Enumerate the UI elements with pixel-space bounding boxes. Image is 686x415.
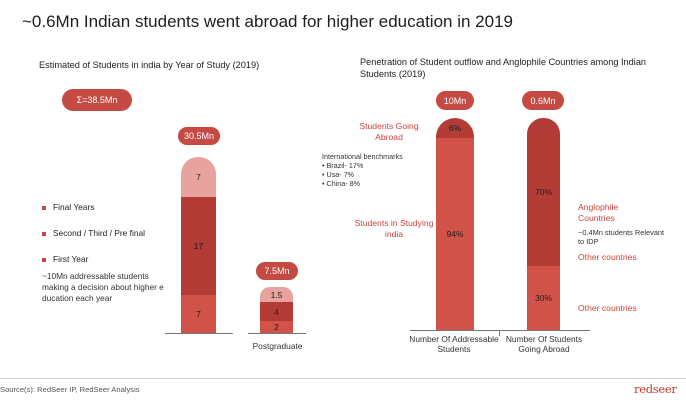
bar-segment-studying-india: 94% — [436, 138, 474, 330]
segment-value-label: 7 — [196, 172, 201, 182]
legend-second-third-prefinal: Second / Third / Pre final — [53, 228, 146, 238]
benchmark-item: • Brazil- 17% — [322, 161, 364, 170]
segment-value-label: 30% — [534, 293, 552, 303]
stacked-bar-postgraduate: 1.5 4 2 — [260, 287, 293, 333]
bar-segment-other-countries: 30% — [527, 266, 560, 330]
bar-segment-first-year: 7 — [181, 295, 216, 333]
segment-value-label: 7 — [196, 309, 201, 319]
x-tick-label: Postgraduate — [252, 341, 303, 351]
benchmark-item-text: Usa- 7% — [326, 170, 355, 179]
bar-total-pill: 7.5Mn — [256, 262, 298, 280]
bar-segment-first-year: 2 — [260, 321, 293, 333]
segment-value-label: 4 — [274, 306, 279, 317]
students-studying-india-label: Students in Studying india — [354, 218, 434, 239]
left-chart-subtitle: Estimated of Students in india by Year o… — [39, 60, 260, 70]
addressable-note: ~10Mn addressable students making a deci… — [42, 271, 164, 303]
benchmarks-title: International benchmarks — [322, 152, 403, 161]
benchmark-item: • China- 8% — [322, 179, 361, 188]
redseer-logo: redseer — [634, 382, 677, 396]
segment-value-label: 94% — [446, 229, 464, 239]
legend-first-year-marker — [42, 258, 46, 262]
x-axis-tick — [499, 330, 500, 336]
legend-final-years: Final Years — [53, 202, 95, 212]
right-chart-subtitle: Penetration of Student outflow and Anglo… — [360, 57, 647, 79]
legend-second-year-marker — [42, 232, 46, 236]
other-countries-label: Other countries — [578, 252, 637, 262]
x-axis-line — [410, 330, 590, 331]
segment-value-label: 1.5 — [270, 289, 283, 300]
stacked-bar-undergrad: 7 17 7 — [181, 157, 216, 333]
x-tick-label: Number Of Addressable Students — [409, 334, 499, 354]
benchmark-item-text: China- 8% — [326, 179, 361, 188]
benchmark-item: • Usa- 7% — [322, 170, 355, 179]
segment-value-label: 2 — [274, 322, 279, 332]
segment-value-label: 70% — [534, 187, 552, 197]
source-note: Source(s): RedSeer IP, RedSeer Analysis — [0, 385, 140, 394]
page-title: ~0.6Mn Indian students went abroad for h… — [22, 12, 513, 31]
bar-segment-second-year: 17 — [181, 197, 216, 295]
legend-final-years-marker — [42, 206, 46, 210]
bar-segment-going-abroad: 6% — [436, 118, 474, 138]
students-going-abroad-label: Students Going Abroad — [359, 121, 419, 142]
stacked-bar-going-abroad: 70% 30% — [527, 118, 560, 330]
legend-first-year: First Year — [53, 254, 89, 264]
bar-segment-final-years: 7 — [181, 157, 216, 197]
bar-segment-anglophile: 70% — [527, 118, 560, 266]
x-axis-line — [248, 333, 306, 334]
other-countries-label: Other countries — [578, 303, 637, 313]
bar-total-pill: 30.5Mn — [178, 127, 220, 145]
total-students-pill: Σ=38.5Mn — [62, 89, 132, 111]
idp-relevant-note: ~0.4Mn students Relevant to IDP — [578, 228, 665, 246]
bar-total-pill: 10Mn — [436, 91, 474, 110]
segment-value-label: 6% — [448, 123, 462, 133]
bar-total-pill: 0.6Mn — [522, 91, 564, 110]
stacked-bar-addressable: 6% 94% — [436, 118, 474, 330]
bar-segment-final-years: 1.5 — [260, 287, 293, 302]
segment-value-label: 17 — [193, 241, 204, 251]
bar-segment-second-year: 4 — [260, 302, 293, 321]
benchmark-item-text: Brazil- 17% — [326, 161, 364, 170]
x-axis-line — [165, 333, 233, 334]
anglophile-countries-label: Anglophile Countries — [578, 202, 619, 223]
footer-divider — [0, 378, 686, 379]
x-tick-label: Number Of Students Going Abroad — [505, 334, 583, 354]
